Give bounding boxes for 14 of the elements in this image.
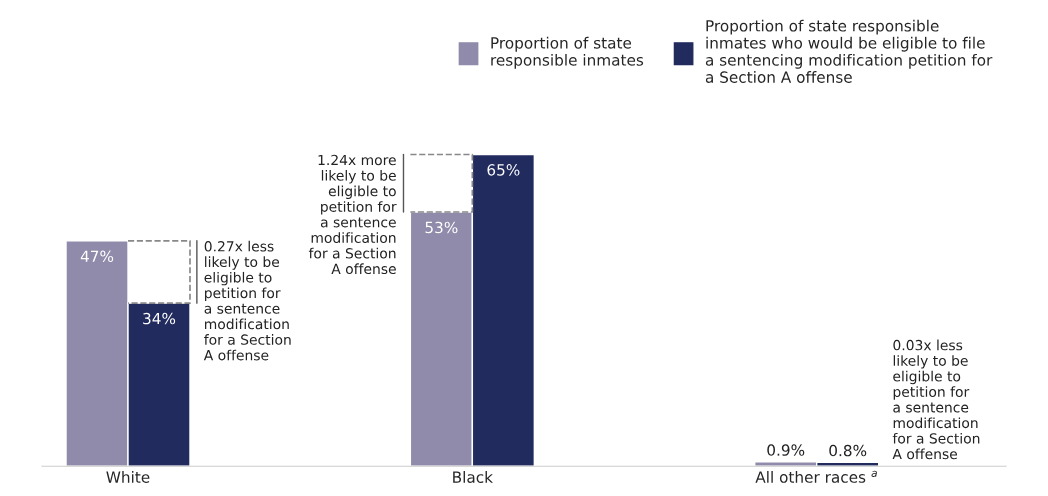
data-label: 0.8% [829, 444, 867, 457]
data-label: 65% [487, 164, 520, 176]
annotation: 0.27x less likely to be eligible to petition for a sentence modification for a Section A offense [203, 240, 291, 361]
annotation: 0.03x less likely to be eligible to petition for a sentence modification for a Section A offense [892, 339, 980, 460]
x-tick-label: Black [453, 471, 493, 483]
x-tick-label: All other races $^{a}$ [755, 470, 877, 483]
data-label: 34% [143, 312, 176, 325]
legend-label: Proportion of state responsible inmates [491, 36, 644, 69]
annotation: 1.24x more likely to be eligible to petition for a sentence modification for a Section A offense [308, 154, 397, 275]
x-tick-label: White [106, 471, 150, 483]
data-label: 53% [425, 221, 458, 234]
data-label: 47% [80, 250, 114, 262]
data-label: 0.9% [767, 444, 805, 456]
legend-label: Proportion of state responsible inmates who would be eligible to file a sentencing modification petition for a Section A offense [705, 19, 993, 83]
